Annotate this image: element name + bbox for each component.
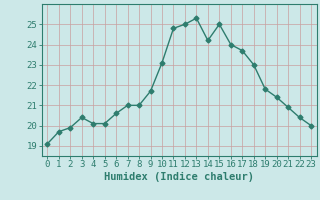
X-axis label: Humidex (Indice chaleur): Humidex (Indice chaleur)	[104, 172, 254, 182]
